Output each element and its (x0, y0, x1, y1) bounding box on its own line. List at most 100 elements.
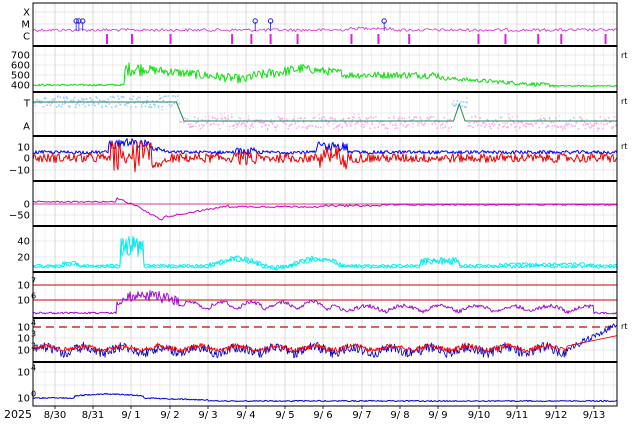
imf-point (461, 105, 463, 107)
imf-point (85, 97, 87, 100)
imf-point (309, 124, 311, 127)
imf-point (36, 98, 39, 101)
imf-point (589, 127, 591, 129)
imf-point (67, 105, 70, 107)
imf-point (135, 106, 137, 108)
imf-point (346, 125, 348, 127)
imf-point (318, 117, 321, 120)
imf-point (197, 121, 199, 123)
imf-point (121, 95, 124, 98)
imf-point (210, 123, 213, 125)
imf-point (492, 121, 495, 123)
imf-point (437, 119, 439, 122)
right-marker: rt (621, 51, 627, 60)
imf-point (465, 101, 467, 103)
imf-point (595, 121, 598, 124)
imf-point (241, 122, 244, 124)
right-marker: rt (621, 322, 627, 331)
imf-point (235, 126, 237, 129)
imf-point (527, 123, 529, 126)
wind-speed-series (32, 62, 618, 88)
y-tick-label: T (23, 99, 31, 110)
imf-point (183, 121, 185, 124)
imf-point (251, 123, 253, 126)
x-tick-label: 9/ 3 (198, 410, 217, 421)
imf-point (190, 126, 192, 128)
imf-point (611, 127, 613, 130)
bz-series (32, 141, 618, 173)
imf-point (237, 124, 239, 127)
imf-point (109, 96, 112, 98)
imf-point (413, 116, 415, 119)
imf-point (587, 123, 589, 126)
dst-series (32, 197, 617, 221)
imf-point (445, 121, 448, 124)
imf-point (83, 102, 85, 105)
imf-point (306, 127, 309, 130)
imf-point (124, 104, 126, 106)
imf-point (205, 122, 208, 125)
imf-point (606, 122, 609, 125)
imf-point (574, 125, 576, 127)
imf-point (101, 105, 103, 107)
electron-high-series (32, 335, 618, 353)
imf-point (564, 128, 566, 130)
imf-point (136, 98, 138, 100)
imf-point (125, 103, 127, 105)
imf-point (306, 125, 308, 128)
imf-point (424, 122, 426, 125)
imf-point (289, 123, 292, 126)
imf-point (153, 103, 155, 106)
imf-point (103, 100, 106, 102)
imf-point (401, 117, 403, 119)
imf-point (615, 124, 617, 127)
imf-point (111, 106, 113, 109)
imf-point (58, 104, 60, 106)
imf-point (145, 102, 148, 105)
imf-point (120, 96, 123, 98)
imf-point (228, 129, 230, 131)
imf-point (403, 117, 405, 119)
imf-point (189, 126, 191, 128)
imf-point (77, 99, 79, 101)
imf-point (169, 105, 172, 108)
imf-point (270, 119, 272, 121)
imf-point (549, 116, 551, 119)
y-tick-label: 10 (17, 323, 30, 334)
imf-point (348, 117, 351, 120)
imf-point (442, 127, 444, 129)
imf-point (294, 122, 297, 125)
imf-point (119, 103, 121, 106)
density-series (32, 237, 618, 271)
imf-point (534, 122, 537, 125)
y-tick-exponent: 0 (31, 390, 36, 399)
imf-point (167, 95, 169, 97)
imf-point (366, 121, 369, 124)
imf-point (472, 126, 474, 129)
imf-point (133, 102, 136, 104)
imf-point (453, 100, 455, 102)
imf-point (127, 102, 130, 105)
imf-point (91, 99, 93, 101)
imf-point (81, 97, 83, 100)
imf-point (219, 127, 221, 130)
imf-point (378, 122, 381, 124)
imf-point (215, 119, 217, 122)
imf-point (298, 125, 300, 128)
imf-point (286, 118, 288, 120)
imf-point (495, 119, 497, 121)
imf-point (88, 104, 90, 106)
imf-point (114, 105, 117, 108)
imf-point (161, 105, 163, 108)
imf-point (172, 90, 174, 92)
imf-point (447, 119, 449, 121)
imf-point (34, 105, 36, 107)
imf-point (400, 122, 402, 125)
imf-point (70, 99, 72, 102)
imf-point (208, 119, 210, 122)
imf-point (238, 121, 240, 124)
imf-point (373, 127, 375, 129)
imf-point (277, 116, 280, 118)
imf-point (58, 104, 60, 107)
imf-point (293, 118, 295, 120)
